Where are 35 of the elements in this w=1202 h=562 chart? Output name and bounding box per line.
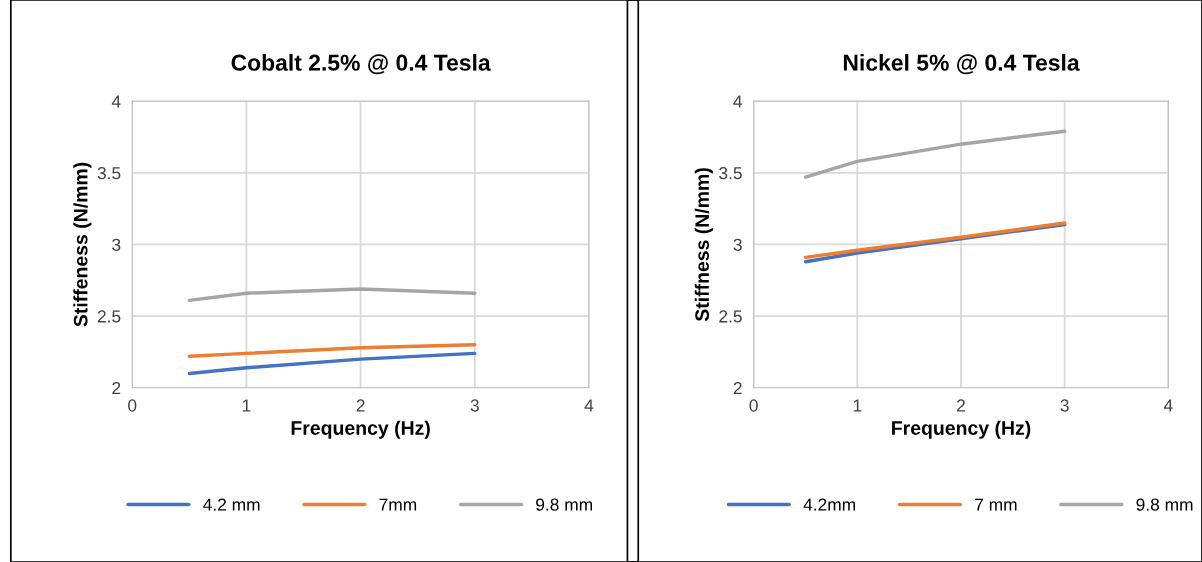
x-tick-label: 2: [957, 399, 965, 412]
legend-label: 4.2mm: [803, 498, 856, 511]
x-axis-title: Frequency (Hz): [892, 420, 1031, 439]
x-tick-label: 1: [242, 399, 251, 412]
line-series: [803, 129, 1067, 179]
y-tick-label: 2: [733, 381, 742, 395]
x-tick-label: 1: [853, 399, 862, 412]
x-tick-label: 0: [749, 399, 758, 412]
y-tick-label: 3.5: [97, 166, 121, 180]
x-tick-label: 0: [128, 399, 137, 412]
legend-label: 7mm: [379, 498, 417, 511]
legend-label: 9.8 mm: [1136, 498, 1193, 511]
y-tick-label: 2: [112, 381, 121, 395]
y-tick-label: 4: [733, 95, 743, 108]
y-tick-label: 2.5: [719, 310, 742, 323]
legend-label: 7 mm: [975, 498, 1017, 511]
y-tick-label: 3.5: [719, 166, 742, 180]
y-tick-label: 3: [733, 238, 742, 251]
x-axis-title: Frequency (Hz): [291, 420, 430, 439]
y-tick-label: 2.5: [97, 310, 121, 323]
line-series: [187, 343, 477, 358]
y-axis-title: Stiffeness (N/mm): [73, 162, 92, 327]
chart-title: Nickel 5% @ 0.4 Tesla: [843, 54, 1080, 75]
chart-title: Cobalt 2.5% @ 0.4 Tesla: [231, 54, 491, 75]
y-axis-title: Stiffness (N/mm): [694, 168, 713, 322]
line-series: [187, 351, 477, 376]
y-tick-label: 4: [111, 95, 121, 108]
legend-label: 4.2 mm: [203, 498, 260, 511]
y-tick-label: 3: [112, 238, 121, 251]
x-tick-label: 3: [1060, 399, 1069, 412]
x-tick-label: 2: [356, 399, 365, 412]
x-tick-label: 3: [470, 399, 479, 412]
x-tick-label: 4: [584, 399, 594, 412]
x-tick-label: 4: [1163, 399, 1173, 412]
legend-label: 9.8 mm: [536, 498, 593, 511]
